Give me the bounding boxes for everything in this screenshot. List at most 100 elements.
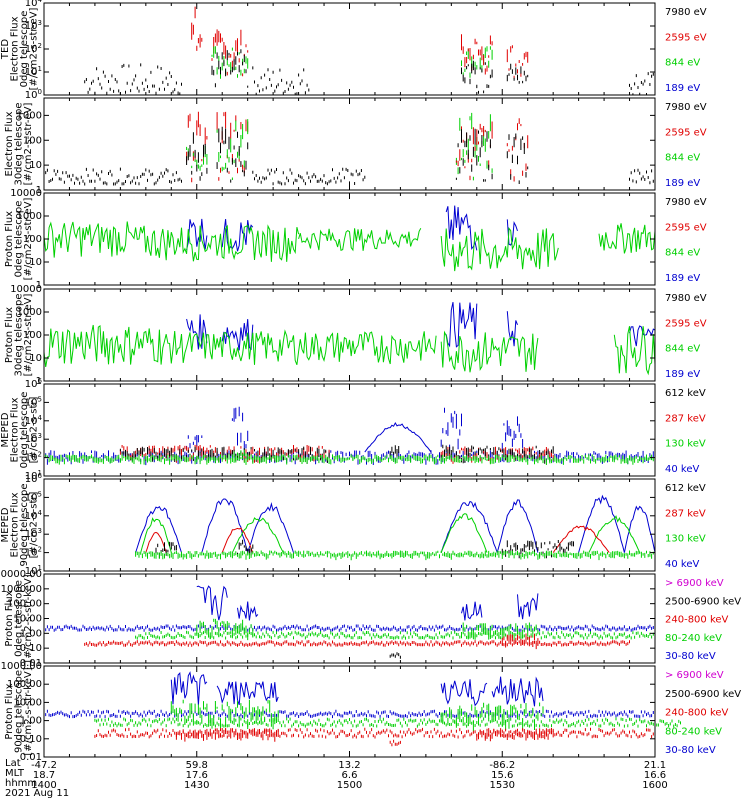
trace-5-5 [501,416,524,451]
legend-1-2: 844 eV [665,58,700,69]
trace-1-1 [191,6,203,51]
ylabel-1-3: [#/cm2-s-str-eV] [29,8,40,91]
trace-6-0 [135,505,182,553]
xtick-lat-2: 13.2 [338,760,360,771]
ytick-label-3-0: 1 [36,280,42,291]
legend-2-0: 7980 eV [665,102,707,113]
row-label-hhmm: hhmm [5,778,38,789]
ytick-label-8-2: 1.00 [20,716,42,727]
ytick-label-3-2: 100 [23,234,42,245]
ytick-label-8-5: 1000.00 [1,661,42,672]
ytick-label-5-5: 106 [25,377,43,390]
legend-6-0: 612 keV [665,483,706,494]
ylabel-4-1: 30deg telescope [14,293,25,376]
trace-7-2 [237,601,259,621]
ylabel-5-1: Electron Flux [10,397,21,462]
trace-3-6 [298,228,422,252]
ytick-label-4-0: 1 [36,376,42,387]
xtick-mlt-1: 17.6 [186,770,208,781]
trace-1-5 [252,66,310,95]
ytick-label-6-1: 102 [25,546,42,559]
ylabel-3-0: Proton Flux [4,211,15,267]
trace-1-0 [84,63,182,95]
ytick-label-1-0: 100 [25,88,42,101]
legend-5-1: 287 keV [665,413,706,424]
ytick-label-8-3: 10.00 [13,697,42,708]
trace-1-9 [506,45,529,79]
ytick-label-4-3: 1000 [17,307,42,318]
trace-7-4 [517,593,539,620]
trace-8-8 [94,727,656,739]
ytick-label-8-4: 100.00 [7,679,42,690]
panel-7-frame [43,573,656,664]
ylabel-2-0: Electron Flux [4,111,15,176]
ylabel-1-0: TED [0,39,11,60]
ylabel-6-1: Electron Flux [10,492,21,557]
ylabel-6-3: [#/cm2-s-str] [29,491,40,558]
trace-8-2 [216,681,279,706]
ylabel-8-0: Proton Flux [4,683,15,739]
panel-7-data [43,585,656,659]
trace-6-5 [578,494,625,553]
legend-8-0: > 6900 keV [665,670,724,681]
ytick-label-5-4: 105 [25,395,42,408]
panel-7: 0.01 0.10 1.00 10.00 100.00 1000.00 10000.00 Pr… [0,569,741,669]
ytick-label-6-4: 105 [25,490,42,503]
legend-3-2: 844 eV [665,248,700,259]
ytick-label-5-1: 102 [25,451,42,464]
trace-1-10 [506,63,529,84]
legend-6-1: 287 keV [665,508,706,519]
xtick-hhmm-1: 1430 [184,780,209,791]
trace-8-3 [440,679,488,707]
ytick-label-5-3: 104 [25,414,43,427]
trace-3-8 [598,223,656,254]
ytick-label-2-3: 1000 [17,110,42,121]
ytick-label-2-2: 100 [23,135,42,146]
trace-2-7 [252,167,366,186]
ytick-label-5-0: 101 [25,469,42,482]
trace-7-0 [43,624,656,632]
trace-2-13 [629,168,656,185]
ytick-label-1-3: 103 [25,19,42,32]
ytick-label-7-2: 1.00 [20,628,42,639]
trace-5-9 [389,445,401,460]
ylabel-1-1: Electron Flux [10,16,21,81]
trace-4-2 [445,301,478,348]
ytick-label-8-0: 0.01 [20,752,42,763]
xtick-hhmm-4: 1600 [642,780,667,791]
ylabel-2-2: [#/cm2-s-str-eV] [23,103,34,186]
legend-2-2: 844 eV [665,153,700,164]
ytick-label-4-2: 100 [23,330,42,341]
trace-2-6 [216,126,249,183]
legend-5-0: 612 keV [665,388,706,399]
ylabel-7-1: 0deg telescope [14,580,25,657]
panel-5-data [43,406,656,466]
trace-8-9 [175,727,279,742]
trace-6-11 [145,531,167,553]
legend-7-4: 30-80 keV [665,651,716,662]
xtick-lat-1: 59.8 [186,760,208,771]
ylabel-6-0: MEPED [0,507,11,542]
trace-2-0 [43,167,182,186]
xtick-hhmm-3: 1530 [490,780,515,791]
panel-3-data [43,205,656,272]
trace-7-5 [135,630,656,640]
legend-4-2: 844 eV [665,344,700,355]
legend-4-3: 189 eV [665,369,700,380]
trace-8-4 [491,676,544,707]
trace-8-5 [94,717,681,728]
trace-5-2 [186,435,203,454]
ylabel-7-0: Proton Flux [4,590,15,646]
trace-1-4 [211,49,249,88]
trace-2-10 [455,128,493,182]
trace-5-6 [119,444,330,463]
trace-7-1 [196,585,228,621]
trace-3-4 [43,221,131,258]
legend-5-3: 40 keV [665,464,699,475]
xtick-hhmm-2: 1500 [337,780,362,791]
trace-2-8 [455,112,493,181]
panel-8: 0.01 0.10 1.00 10.00 100.00 1000.00 Proton Flu… [1,661,742,763]
legend-2-3: 189 eV [665,178,700,189]
